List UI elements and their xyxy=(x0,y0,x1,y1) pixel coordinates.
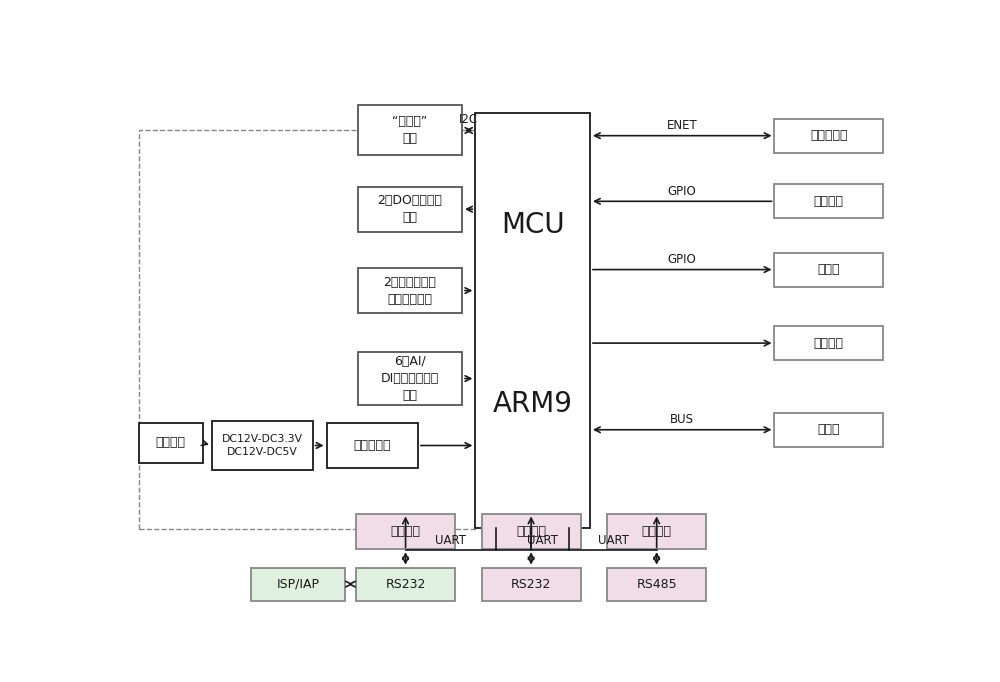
FancyBboxPatch shape xyxy=(356,567,455,601)
Text: ENET: ENET xyxy=(667,119,698,132)
Text: GPIO: GPIO xyxy=(668,185,697,198)
Text: I2C: I2C xyxy=(459,113,478,126)
Text: 地址模块: 地址模块 xyxy=(814,195,844,208)
Text: 以太网接口: 以太网接口 xyxy=(810,129,847,142)
Text: ISP/IAP: ISP/IAP xyxy=(276,578,319,591)
Text: RS485: RS485 xyxy=(636,578,677,591)
Text: BUS: BUS xyxy=(670,413,694,426)
FancyBboxPatch shape xyxy=(774,326,883,360)
Text: UART: UART xyxy=(435,534,466,547)
FancyBboxPatch shape xyxy=(482,514,581,549)
FancyBboxPatch shape xyxy=(774,184,883,218)
FancyBboxPatch shape xyxy=(482,567,581,601)
FancyBboxPatch shape xyxy=(212,421,313,471)
Text: 隔离电路: 隔离电路 xyxy=(516,525,546,538)
Bar xyxy=(139,130,475,529)
Text: 隔离电路: 隔离电路 xyxy=(642,525,672,538)
Text: 2路专用高速模
拟量采样通道: 2路专用高速模 拟量采样通道 xyxy=(383,276,436,306)
FancyBboxPatch shape xyxy=(607,567,706,601)
Text: ARM9: ARM9 xyxy=(493,389,573,418)
Text: RS232: RS232 xyxy=(385,578,426,591)
FancyBboxPatch shape xyxy=(139,423,202,462)
Text: 运行灯: 运行灯 xyxy=(817,263,840,276)
Text: 实时时钟: 实时时钟 xyxy=(814,337,844,350)
Text: 2路DO数字输出
通道: 2路DO数字输出 通道 xyxy=(377,194,442,224)
FancyBboxPatch shape xyxy=(356,514,455,549)
Text: 电源滤波器: 电源滤波器 xyxy=(353,439,391,452)
Text: GPIO: GPIO xyxy=(668,253,697,266)
Text: DC12V-DC3.3V
DC12V-DC5V: DC12V-DC3.3V DC12V-DC5V xyxy=(222,434,303,457)
FancyBboxPatch shape xyxy=(358,353,462,405)
FancyBboxPatch shape xyxy=(774,252,883,286)
FancyBboxPatch shape xyxy=(326,423,418,468)
Text: UART: UART xyxy=(598,534,629,547)
Text: “看门狗”
电路: “看门狗” 电路 xyxy=(392,115,427,145)
FancyBboxPatch shape xyxy=(251,567,345,601)
FancyBboxPatch shape xyxy=(358,187,462,231)
Text: 电源模块: 电源模块 xyxy=(156,436,186,449)
Text: RS232: RS232 xyxy=(511,578,551,591)
Text: UART: UART xyxy=(527,534,558,547)
FancyBboxPatch shape xyxy=(475,113,590,528)
FancyBboxPatch shape xyxy=(774,119,883,153)
FancyBboxPatch shape xyxy=(774,413,883,447)
FancyBboxPatch shape xyxy=(358,106,462,155)
Text: MCU: MCU xyxy=(501,211,564,239)
FancyBboxPatch shape xyxy=(358,268,462,313)
Text: 隔离电路: 隔离电路 xyxy=(391,525,421,538)
Text: 储存器: 储存器 xyxy=(817,424,840,436)
Text: 6路AI/
DI模拟数字复用
通道: 6路AI/ DI模拟数字复用 通道 xyxy=(381,355,439,402)
FancyBboxPatch shape xyxy=(607,514,706,549)
